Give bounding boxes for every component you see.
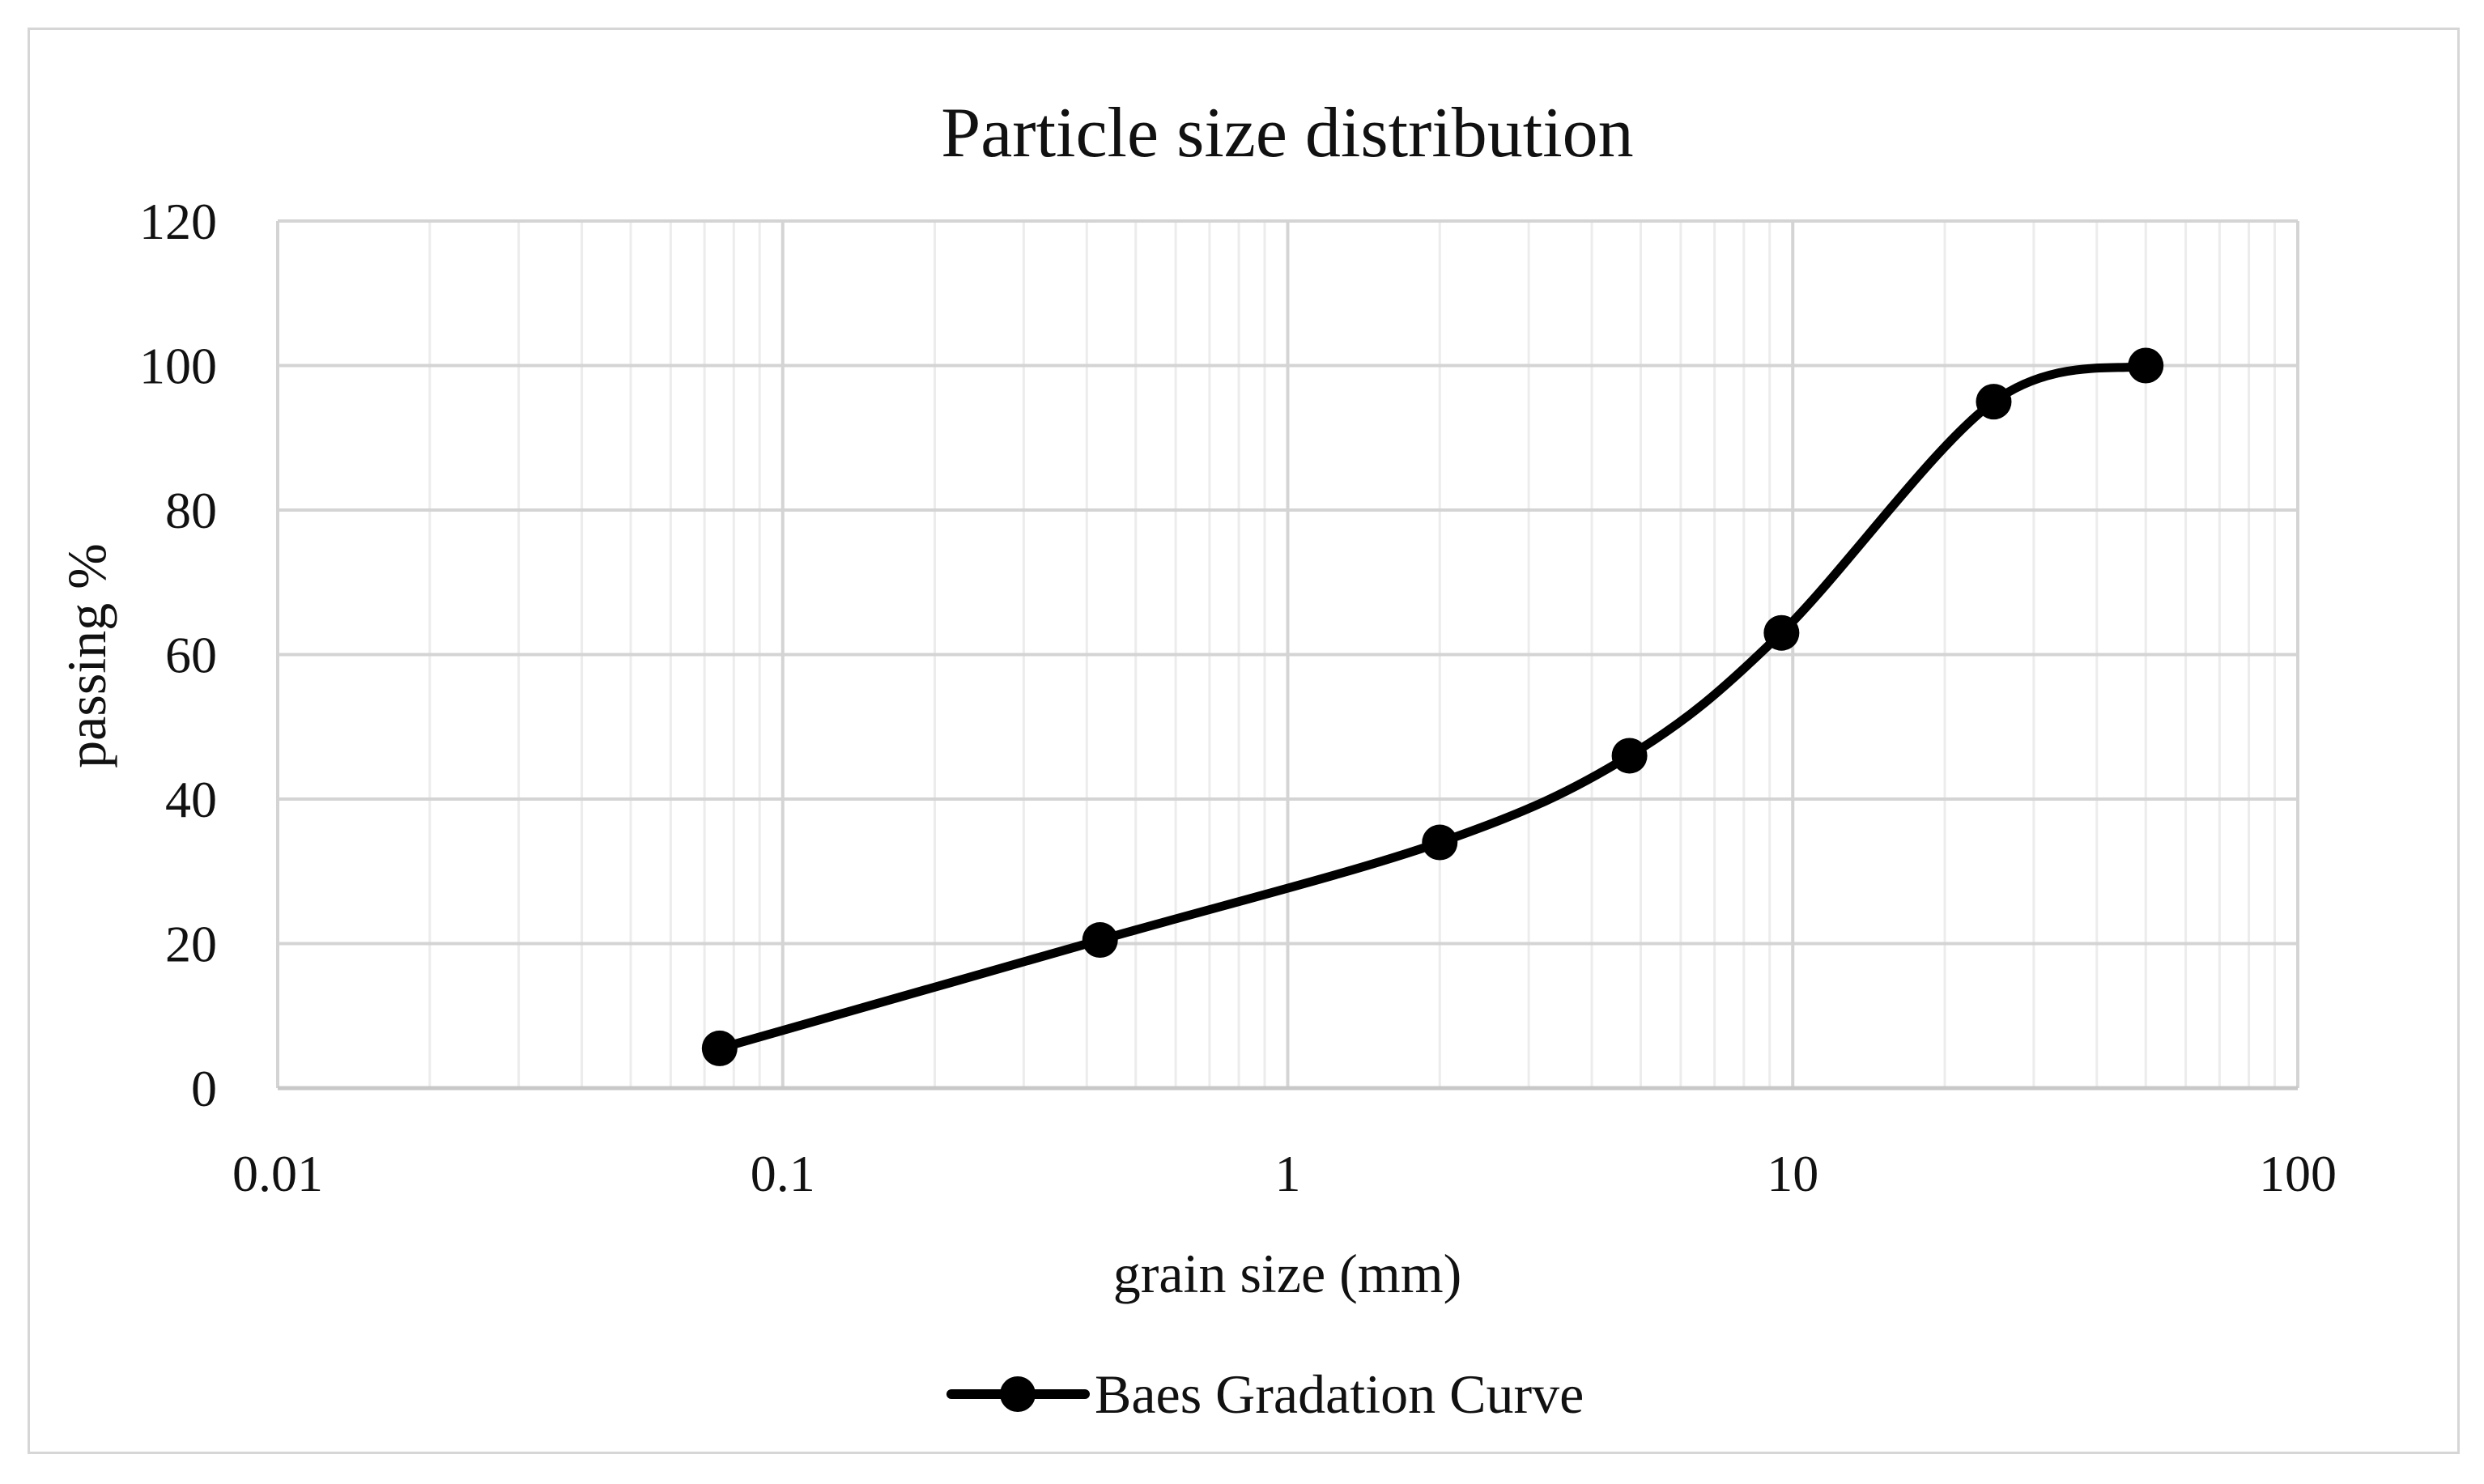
- data-point: [2128, 347, 2164, 384]
- data-point: [701, 1030, 738, 1066]
- chart-frame: [28, 28, 2460, 1454]
- series-layer: [701, 347, 2164, 1066]
- data-point: [1422, 824, 1458, 861]
- data-point: [1611, 738, 1648, 774]
- x-axis-label: grain size (mm): [1113, 1243, 1462, 1304]
- x-tick-label: 0.01: [232, 1145, 323, 1202]
- y-tick-label: 60: [165, 627, 217, 684]
- y-tick-label: 80: [165, 482, 217, 539]
- x-tick-label: 1: [1275, 1145, 1301, 1202]
- legend: Baes Gradation Curve: [946, 1363, 1584, 1425]
- chart-title: Particle size distribution: [941, 94, 1633, 172]
- series-line: [715, 361, 2150, 1053]
- x-tick-label: 0.1: [751, 1145, 815, 1202]
- x-tick-labels: 0.01 0.1 1 10 100: [232, 1145, 2337, 1202]
- grid: [276, 219, 2299, 1090]
- y-tick-label: 100: [139, 338, 217, 395]
- y-axis-label: passing %: [56, 543, 117, 768]
- data-point: [1976, 384, 2012, 420]
- x-tick-label: 10: [1767, 1145, 1818, 1202]
- data-point: [1763, 614, 1800, 651]
- y-tick-label: 40: [165, 771, 217, 828]
- y-tick-label: 120: [139, 193, 217, 250]
- x-tick-label: 100: [2259, 1145, 2337, 1202]
- legend-label: Baes Gradation Curve: [1095, 1363, 1584, 1425]
- y-tick-label: 20: [165, 916, 217, 973]
- y-tick-labels: 0 20 40 60 80 100 120: [139, 193, 217, 1117]
- legend-marker: [1000, 1376, 1036, 1412]
- data-point: [1082, 922, 1118, 959]
- y-tick-label: 0: [191, 1060, 217, 1117]
